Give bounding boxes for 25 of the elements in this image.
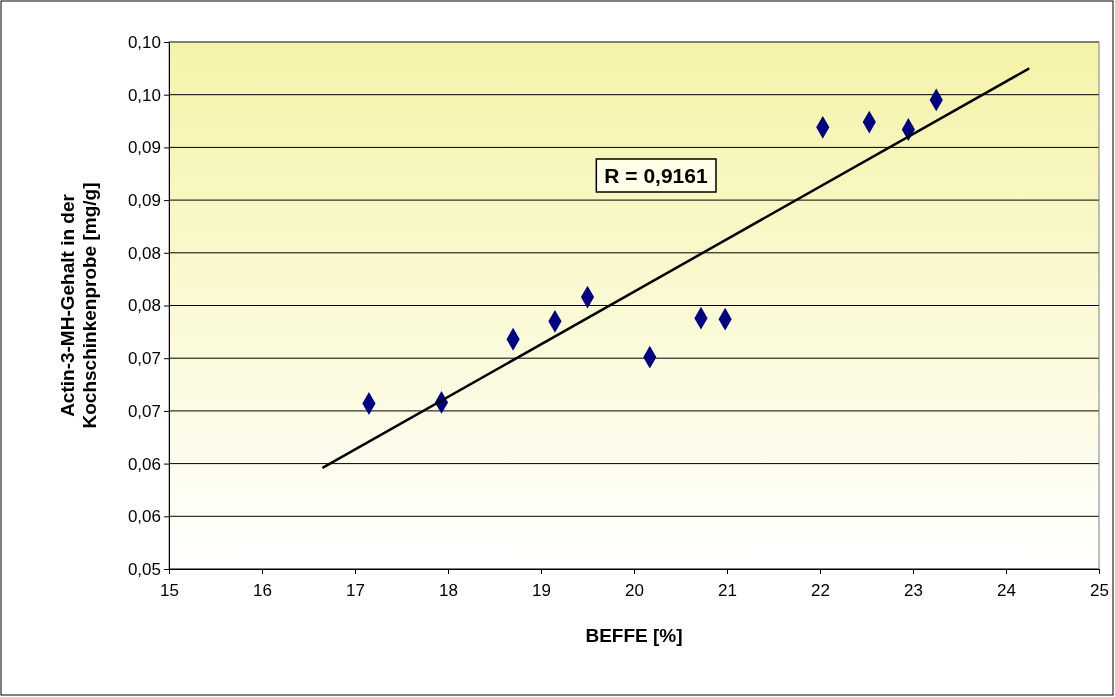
y-tick-label: 0,09 (127, 138, 161, 158)
x-tick-label: 21 (718, 580, 737, 600)
y-tick-label: 0,07 (127, 401, 161, 421)
annotation: R = 0,9161 (604, 164, 708, 187)
x-tick-label: 24 (997, 580, 1016, 600)
y-tick-label: 0,10 (127, 32, 161, 52)
y-tick-label: 0,09 (127, 191, 161, 211)
y-tick-label: 0,08 (127, 243, 161, 263)
x-axis-title: BEFFE [%] (585, 625, 683, 646)
x-tick-label: 22 (811, 580, 830, 600)
y-tick-label: 0,06 (127, 507, 161, 527)
y-tick-label: 0,08 (127, 296, 161, 316)
y-tick-label: 0,06 (127, 454, 161, 474)
x-tick-label: 18 (439, 580, 458, 600)
y-tick-label: 0,05 (127, 559, 161, 579)
y-axis-title: Actin-3-MH-Gehalt in der Kochschinkenprobe [mg/g] (57, 182, 101, 429)
x-tick-label: 25 (1090, 580, 1109, 600)
x-tick-label: 15 (160, 580, 179, 600)
y-tick-label: 0,07 (127, 349, 161, 369)
y-tick-label: 0,10 (127, 85, 161, 105)
x-tick-label: 16 (253, 580, 272, 600)
x-tick-label: 19 (532, 580, 551, 600)
x-tick-label: 23 (904, 580, 923, 600)
x-tick-label: 20 (625, 580, 644, 600)
x-tick-label: 17 (346, 580, 365, 600)
